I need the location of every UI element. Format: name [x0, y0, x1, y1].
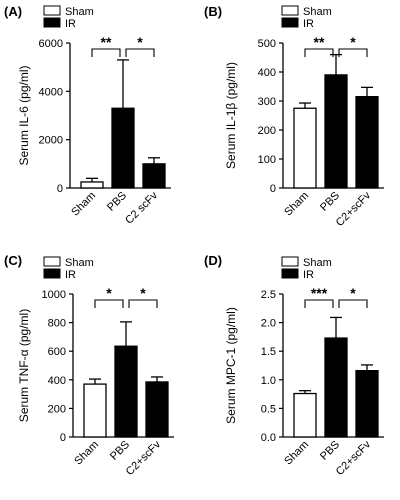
y-tick-label: 4000 — [39, 86, 63, 98]
y-tick-label: 400 — [48, 375, 66, 387]
bar-pbs — [324, 337, 348, 438]
bar-c2-scfv — [142, 163, 166, 189]
significance-bracket — [304, 48, 334, 57]
significance-label: * — [350, 285, 356, 301]
bar-sham — [83, 383, 107, 438]
legend-swatch-sham — [281, 5, 299, 16]
significance-bracket — [338, 48, 368, 57]
y-tick-label: 1000 — [42, 289, 66, 301]
legend-label-ir: IR — [303, 269, 314, 281]
significance-bracket — [125, 48, 155, 57]
legend-swatch-ir — [281, 17, 299, 28]
bar-pbs — [324, 74, 348, 189]
y-tick-label: 2000 — [39, 135, 63, 147]
legend-label-sham: Sham — [303, 6, 332, 18]
legend-label-ir: IR — [65, 269, 76, 281]
legend-label-sham: Sham — [303, 257, 332, 269]
y-tick-label: 0 — [60, 432, 66, 444]
legend-label-ir: IR — [65, 18, 76, 30]
significance-bracket — [94, 299, 124, 308]
category-label: PBS — [318, 439, 342, 463]
significance-bracket — [91, 48, 121, 57]
significance-bracket — [304, 299, 334, 308]
legend-swatch-ir — [43, 268, 61, 279]
bar-sham — [293, 392, 317, 438]
significance-bracket — [338, 299, 368, 308]
y-tick-label: 200 — [48, 403, 66, 415]
category-label: PBS — [105, 190, 129, 214]
y-tick-label: 0.0 — [261, 432, 276, 444]
panel-label: (A) — [4, 4, 22, 19]
category-label: Sham — [72, 439, 101, 468]
y-tick-label: 2.0 — [261, 318, 276, 330]
category-label: C2 scFv — [123, 189, 160, 226]
y-axis-label: Serum TNF-α (pg/ml) — [17, 309, 31, 422]
y-axis-label: Serum IL-1β (pg/ml) — [224, 62, 238, 169]
y-tick-label: 0 — [270, 183, 276, 195]
bar-c2-scfv — [145, 381, 169, 438]
legend-swatch-sham — [43, 256, 61, 267]
bar-c2-scfv — [355, 96, 379, 189]
category-label: C2+scFv — [124, 438, 164, 478]
legend-label-sham: Sham — [65, 6, 94, 18]
category-label: Sham — [282, 190, 311, 219]
y-tick-label: 6000 — [39, 38, 63, 50]
y-tick-label: 800 — [48, 318, 66, 330]
legend-label-ir: IR — [303, 18, 314, 30]
category-label: PBS — [108, 439, 132, 463]
chart-panel-c: (C) 0 200 400 600 800 1000 Serum TNF-α (pg/ml) S… — [4, 253, 174, 478]
y-tick-label: 300 — [258, 96, 276, 108]
significance-label: ** — [101, 34, 112, 50]
significance-label: * — [350, 34, 356, 50]
category-label: C2+scFv — [334, 438, 374, 478]
y-axis-label: Serum MPC-1 (pg/ml) — [224, 307, 238, 424]
panel-label: (B) — [204, 4, 222, 19]
legend-swatch-ir — [281, 268, 299, 279]
legend-swatch-sham — [281, 256, 299, 267]
y-tick-label: 200 — [258, 125, 276, 137]
y-axis-label: Serum IL-6 (pg/ml) — [17, 65, 31, 165]
category-label: PBS — [318, 190, 342, 214]
y-tick-label: 0 — [57, 183, 63, 195]
bar-sham — [293, 107, 317, 189]
y-tick-label: 500 — [258, 38, 276, 50]
legend-label-sham: Sham — [65, 257, 94, 269]
y-tick-label: 100 — [258, 154, 276, 166]
category-label: Sham — [282, 439, 311, 468]
bar-pbs — [114, 345, 138, 438]
category-label: Sham — [69, 190, 98, 219]
y-tick-label: 1.0 — [261, 375, 276, 387]
category-label: C2+scFv — [334, 189, 374, 229]
y-tick-label: 400 — [258, 67, 276, 79]
bar-pbs — [111, 107, 135, 189]
y-tick-label: 1.5 — [261, 346, 276, 358]
significance-label: *** — [311, 285, 328, 301]
panel-label: (C) — [4, 253, 22, 268]
legend-swatch-sham — [43, 5, 61, 16]
bar-c2-scfv — [355, 369, 379, 438]
legend-swatch-ir — [43, 17, 61, 28]
panel-label: (D) — [204, 253, 222, 268]
bar-sham — [80, 181, 104, 189]
significance-label: * — [137, 34, 143, 50]
y-tick-label: 600 — [48, 346, 66, 358]
chart-panel-b: (B) 0 100 200 300 400 500 Serum IL-1β (pg/ml) Sh… — [204, 4, 384, 229]
significance-label: * — [106, 285, 112, 301]
significance-bracket — [128, 299, 158, 308]
y-tick-label: 2.5 — [261, 289, 276, 301]
significance-label: * — [140, 285, 146, 301]
chart-panel-d: (D) 0.0 0.5 1.0 1.5 2.0 2.5 Serum MPC-1 (pg/ml)… — [204, 253, 384, 478]
significance-label: ** — [314, 34, 325, 50]
y-tick-label: 0.5 — [261, 403, 276, 415]
